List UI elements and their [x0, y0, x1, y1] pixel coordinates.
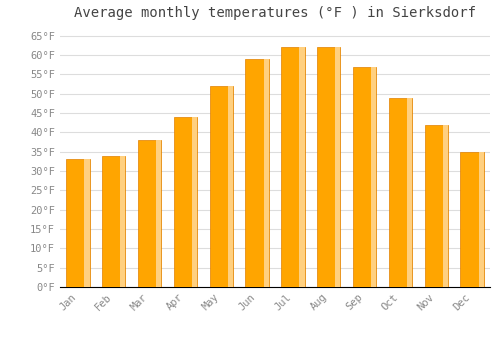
Bar [353, 66, 376, 287]
Bar [478, 152, 484, 287]
Bar [300, 47, 304, 287]
Bar [443, 125, 448, 287]
Bar [282, 47, 304, 287]
Bar [66, 160, 90, 287]
Bar [389, 98, 412, 287]
Bar [371, 66, 376, 287]
Bar [156, 140, 161, 287]
Bar [264, 59, 268, 287]
Bar [102, 155, 126, 287]
Bar [336, 47, 340, 287]
Bar [460, 152, 483, 287]
Bar [246, 59, 268, 287]
Bar [407, 98, 412, 287]
Bar [174, 117, 197, 287]
Bar [138, 140, 161, 287]
Bar [120, 155, 126, 287]
Bar [192, 117, 197, 287]
Bar [424, 125, 448, 287]
Title: Average monthly temperatures (°F ) in Sierksdorf: Average monthly temperatures (°F ) in Si… [74, 6, 476, 20]
Bar [317, 47, 340, 287]
Bar [228, 86, 233, 287]
Bar [84, 160, 89, 287]
Bar [210, 86, 233, 287]
